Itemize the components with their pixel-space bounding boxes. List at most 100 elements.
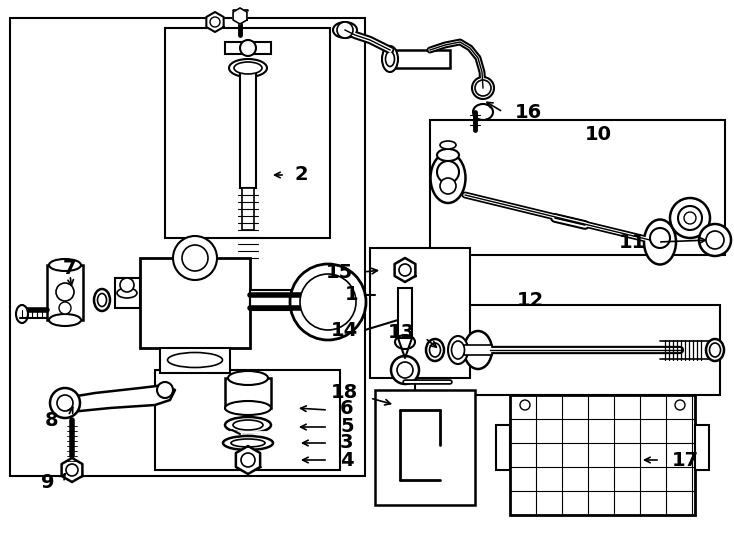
Circle shape xyxy=(684,212,696,224)
Circle shape xyxy=(440,178,456,194)
Bar xyxy=(464,345,492,355)
Polygon shape xyxy=(233,8,247,24)
Ellipse shape xyxy=(117,288,137,298)
Polygon shape xyxy=(55,385,175,412)
Ellipse shape xyxy=(225,401,271,415)
Bar xyxy=(240,68,256,188)
Ellipse shape xyxy=(49,259,81,271)
Ellipse shape xyxy=(49,314,81,326)
Bar xyxy=(390,50,450,68)
Circle shape xyxy=(337,22,353,38)
Circle shape xyxy=(706,231,724,249)
Polygon shape xyxy=(395,258,415,282)
Text: 16: 16 xyxy=(515,103,542,122)
Circle shape xyxy=(240,40,256,56)
Text: 5: 5 xyxy=(340,417,354,436)
Ellipse shape xyxy=(98,294,106,307)
Circle shape xyxy=(290,264,366,340)
Circle shape xyxy=(56,283,74,301)
Ellipse shape xyxy=(464,331,492,369)
Circle shape xyxy=(157,382,173,398)
Ellipse shape xyxy=(382,46,398,72)
Bar xyxy=(375,390,475,505)
Circle shape xyxy=(66,464,78,476)
Circle shape xyxy=(475,80,491,96)
Ellipse shape xyxy=(710,343,721,357)
Ellipse shape xyxy=(473,104,493,120)
Ellipse shape xyxy=(231,439,265,447)
Polygon shape xyxy=(62,458,82,482)
Ellipse shape xyxy=(229,59,267,77)
Text: 8: 8 xyxy=(44,410,58,429)
Text: 4: 4 xyxy=(340,450,354,469)
Polygon shape xyxy=(236,446,260,474)
Text: 11: 11 xyxy=(619,233,646,252)
Ellipse shape xyxy=(451,341,465,359)
Circle shape xyxy=(120,278,134,292)
Ellipse shape xyxy=(472,77,494,99)
Circle shape xyxy=(520,400,530,410)
Ellipse shape xyxy=(225,417,271,433)
Polygon shape xyxy=(206,12,224,32)
Circle shape xyxy=(50,388,80,418)
Bar xyxy=(155,370,340,470)
Bar xyxy=(415,305,720,395)
Ellipse shape xyxy=(233,420,263,430)
Ellipse shape xyxy=(16,305,28,323)
Text: 14: 14 xyxy=(331,321,358,340)
Ellipse shape xyxy=(385,51,394,66)
Ellipse shape xyxy=(94,289,110,311)
Circle shape xyxy=(241,453,255,467)
Bar xyxy=(225,42,271,54)
Bar xyxy=(695,425,709,470)
Ellipse shape xyxy=(228,371,268,385)
Bar xyxy=(242,188,254,230)
Text: 18: 18 xyxy=(331,383,358,402)
Bar xyxy=(225,378,271,408)
Text: 13: 13 xyxy=(388,322,415,341)
Bar xyxy=(250,290,305,310)
Circle shape xyxy=(670,198,710,238)
Text: 9: 9 xyxy=(42,474,55,492)
Ellipse shape xyxy=(429,343,440,357)
Circle shape xyxy=(675,400,685,410)
Circle shape xyxy=(57,395,73,411)
Circle shape xyxy=(399,264,411,276)
Text: 1: 1 xyxy=(344,286,358,305)
Circle shape xyxy=(59,302,71,314)
Text: 15: 15 xyxy=(326,262,353,281)
Circle shape xyxy=(182,245,208,271)
Circle shape xyxy=(437,161,459,183)
Bar xyxy=(160,348,230,373)
Ellipse shape xyxy=(333,22,357,38)
Text: 17: 17 xyxy=(672,450,699,469)
Bar xyxy=(47,265,83,320)
Polygon shape xyxy=(398,338,412,358)
Bar xyxy=(165,28,330,238)
Circle shape xyxy=(210,17,220,27)
Bar xyxy=(510,395,695,515)
Bar xyxy=(115,278,140,308)
Bar xyxy=(10,18,365,476)
Circle shape xyxy=(650,228,670,248)
Circle shape xyxy=(391,356,419,384)
Ellipse shape xyxy=(223,436,273,450)
Bar xyxy=(496,425,510,470)
Ellipse shape xyxy=(644,219,676,265)
Ellipse shape xyxy=(437,149,459,161)
Circle shape xyxy=(173,236,217,280)
Text: 10: 10 xyxy=(584,125,611,145)
Circle shape xyxy=(397,362,413,378)
Ellipse shape xyxy=(167,353,222,368)
Ellipse shape xyxy=(440,141,456,149)
Ellipse shape xyxy=(395,335,415,349)
Ellipse shape xyxy=(234,62,262,74)
Text: 2: 2 xyxy=(295,165,308,185)
Circle shape xyxy=(678,206,702,230)
Text: 6: 6 xyxy=(340,399,354,417)
Text: 12: 12 xyxy=(517,291,544,309)
Ellipse shape xyxy=(426,339,444,361)
Bar xyxy=(370,248,470,378)
Circle shape xyxy=(300,274,356,330)
Bar xyxy=(430,120,725,255)
